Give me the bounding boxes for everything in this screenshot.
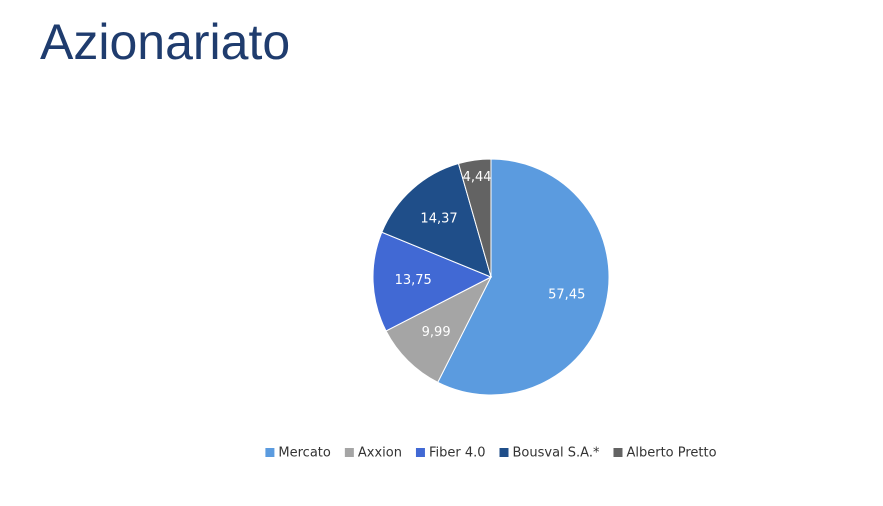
legend-swatch xyxy=(265,448,275,457)
data-label: 4,44 xyxy=(463,170,492,185)
legend-swatch xyxy=(344,448,354,457)
data-label: 9,99 xyxy=(422,325,451,340)
legend-label: Bousval S.A.* xyxy=(513,446,600,461)
data-label: 57,45 xyxy=(548,288,585,303)
data-label: 14,37 xyxy=(420,211,457,226)
chart-title: Azionariato xyxy=(40,14,290,70)
pie-slice xyxy=(381,162,492,278)
pie-slice xyxy=(372,231,493,332)
pie-slice xyxy=(437,158,610,396)
legend-swatch xyxy=(613,448,623,457)
legend-swatch xyxy=(499,448,509,457)
legend-label: Axxion xyxy=(358,446,402,461)
legend-swatch xyxy=(415,448,425,457)
legend-label: Alberto Pretto xyxy=(626,446,716,461)
pie-slice xyxy=(385,275,493,383)
legend-label: Fiber 4.0 xyxy=(429,446,486,461)
data-label: 13,75 xyxy=(395,273,432,288)
pie-slice xyxy=(457,158,492,278)
legend-label: Mercato xyxy=(278,446,330,461)
